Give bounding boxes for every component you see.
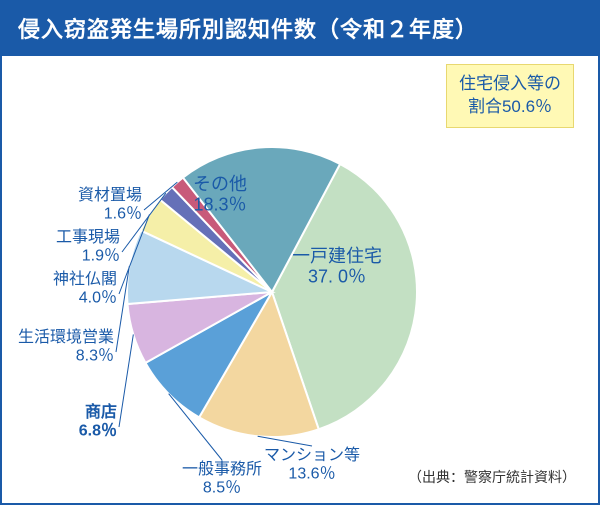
pie-svg: 一戸建住宅37. 0％マンション等13.6％一般事務所8.5％商店6.8％生活環…: [12, 62, 592, 512]
slice-label: 商店6.8％: [79, 402, 117, 439]
source-note: （出典：警察庁統計資料）: [408, 467, 576, 487]
slice-label: 生活環境営業8.3％: [18, 327, 114, 364]
slice-label: 工事現場1.9％: [56, 228, 120, 264]
pie-chart: 一戸建住宅37. 0％マンション等13.6％一般事務所8.5％商店6.8％生活環…: [12, 62, 588, 463]
slice-label: マンション等13.6％: [264, 446, 360, 482]
slice-label: 資材置場1.6％: [78, 186, 142, 222]
slice-label: その他18.3％: [193, 174, 247, 215]
leader-line: [258, 436, 312, 446]
chart-title: 侵入窃盗発生場所別認知件数（令和２年度）: [2, 2, 598, 56]
chart-frame: 侵入窃盗発生場所別認知件数（令和２年度） 住宅侵入等の 割合50.6％ 一戸建住…: [0, 0, 600, 505]
slice-label: 神社仏閣4.0％: [53, 270, 117, 306]
slice-label: 一般事務所8.5％: [182, 460, 262, 496]
leader-line: [119, 334, 133, 427]
